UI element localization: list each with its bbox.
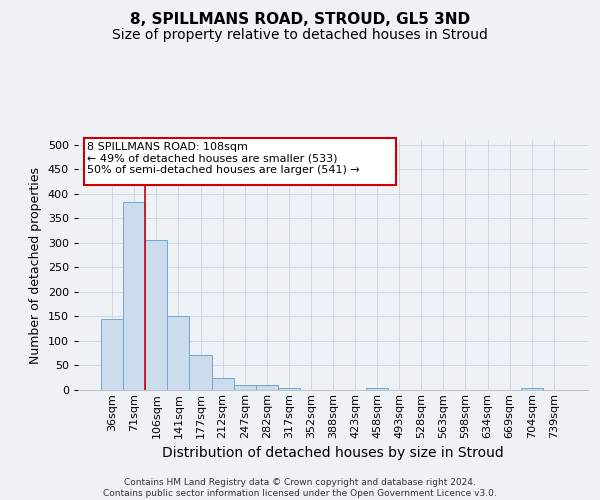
- X-axis label: Distribution of detached houses by size in Stroud: Distribution of detached houses by size …: [162, 446, 504, 460]
- Bar: [101, 320, 123, 390]
- Text: 8 SPILLMANS ROAD: 108sqm
← 49% of detached houses are smaller (533)
50% of semi-: 8 SPILLMANS ROAD: 108sqm ← 49% of detach…: [87, 142, 360, 174]
- Bar: [190, 355, 212, 390]
- Bar: [212, 378, 233, 390]
- Text: 8, SPILLMANS ROAD, STROUD, GL5 3ND: 8, SPILLMANS ROAD, STROUD, GL5 3ND: [130, 12, 470, 28]
- Bar: [167, 316, 190, 390]
- Bar: [521, 388, 543, 390]
- Y-axis label: Number of detached properties: Number of detached properties: [29, 166, 42, 364]
- Bar: [278, 388, 300, 390]
- Bar: [123, 202, 145, 390]
- Text: Contains HM Land Registry data © Crown copyright and database right 2024.
Contai: Contains HM Land Registry data © Crown c…: [103, 478, 497, 498]
- Bar: [233, 385, 256, 390]
- Bar: [145, 240, 167, 390]
- Text: Size of property relative to detached houses in Stroud: Size of property relative to detached ho…: [112, 28, 488, 42]
- Bar: [256, 385, 278, 390]
- Bar: [366, 388, 388, 390]
